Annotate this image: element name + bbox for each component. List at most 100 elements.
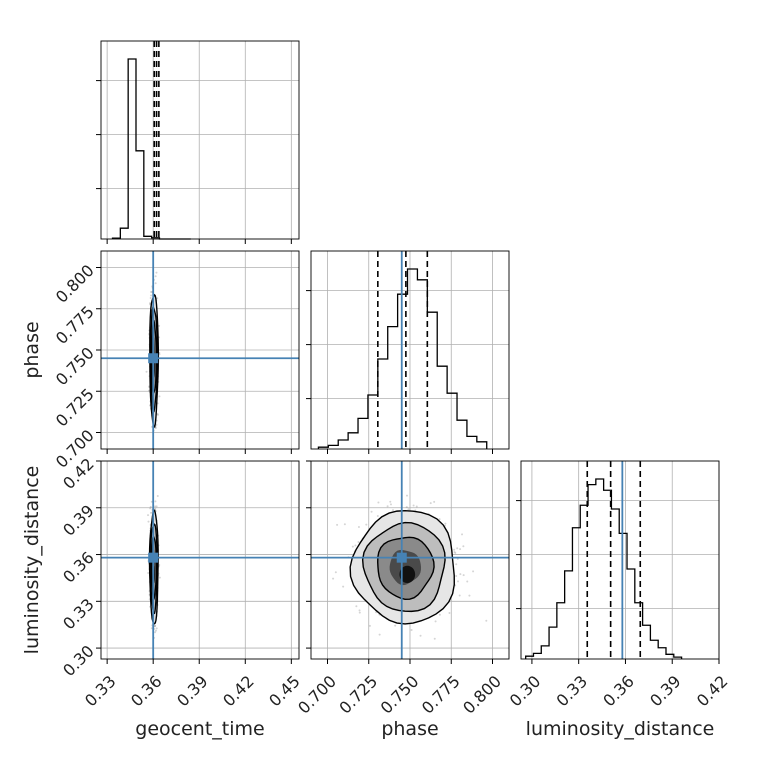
scatter-point — [155, 505, 158, 508]
scatter-point — [389, 500, 392, 503]
scatter-point — [462, 545, 465, 548]
scatter-point — [358, 611, 361, 614]
scatter-point — [156, 495, 159, 498]
scatter-point — [334, 571, 337, 574]
scatter-point — [394, 624, 397, 627]
scatter-point — [147, 514, 150, 517]
panel-frame — [100, 460, 300, 660]
y-tick-label-phase: 0.800 — [52, 261, 98, 307]
y-tick-label-luminosity_distance: 0.39 — [59, 501, 98, 540]
scatter-point — [154, 624, 157, 627]
scatter-point — [147, 520, 150, 523]
x-tick-label-luminosity_distance: 0.39 — [646, 672, 685, 711]
x-axis-label-phase: phase — [381, 718, 438, 740]
scatter-point — [415, 505, 418, 508]
scatter-point — [386, 505, 389, 508]
marginal-panel-phase — [306, 250, 510, 454]
joint-panel-phase-luminosity_distance — [306, 460, 510, 664]
scatter-point — [377, 501, 380, 504]
panel-frame — [310, 250, 510, 450]
contour-line — [150, 535, 157, 601]
y-tick-label-luminosity_distance: 0.33 — [59, 595, 98, 634]
scatter-point — [152, 247, 154, 249]
scatter-point — [448, 612, 451, 615]
scatter-point — [368, 624, 371, 627]
scatter-point — [458, 594, 461, 597]
scatter-point — [156, 455, 158, 457]
truth-marker — [148, 353, 159, 364]
y-tick-label-phase: 0.725 — [52, 385, 98, 431]
contour-line — [148, 509, 159, 625]
x-tick-label-luminosity_distance: 0.42 — [693, 672, 732, 711]
scatter-point — [332, 577, 335, 580]
scatter-point — [407, 508, 410, 511]
x-tick-label-phase: 0.775 — [418, 672, 464, 718]
scatter-point — [154, 427, 157, 430]
scatter-point — [357, 525, 360, 528]
x-tick-label-luminosity_distance: 0.30 — [506, 672, 545, 711]
x-tick-label-luminosity_distance: 0.36 — [599, 672, 638, 711]
scatter-point — [354, 544, 357, 547]
panel-frame — [310, 460, 510, 660]
scatter-point — [455, 563, 458, 566]
scatter-point — [429, 502, 432, 505]
scatter-point — [434, 620, 437, 623]
scatter-point — [438, 518, 441, 521]
panel-content — [311, 461, 509, 659]
scatter-point — [336, 523, 339, 526]
scatter-point — [154, 507, 157, 510]
x-tick-label-geocent_time: 0.42 — [219, 672, 258, 711]
x-axis-label-geocent_time: geocent_time — [135, 718, 264, 740]
scatter-point — [155, 627, 158, 630]
scatter-point — [419, 634, 422, 637]
x-tick-label-geocent_time: 0.36 — [127, 672, 166, 711]
scatter-point — [150, 291, 153, 294]
density-peak — [399, 565, 416, 584]
scatter-point — [154, 631, 157, 634]
panel-content — [101, 247, 299, 457]
scatter-point — [365, 523, 368, 526]
scatter-point — [156, 413, 159, 416]
joint-panel-geocent_time-luminosity_distance — [96, 460, 300, 664]
scatter-point — [392, 509, 395, 512]
contour-line — [361, 521, 446, 613]
histogram-luminosity_distance — [525, 478, 683, 659]
scatter-point — [156, 297, 159, 300]
scatter-point — [438, 613, 441, 616]
scatter-point — [357, 541, 360, 544]
scatter-point — [158, 395, 161, 398]
joint-panel-geocent_time-phase — [96, 247, 300, 457]
scatter-point — [406, 494, 409, 497]
scatter-point — [472, 570, 475, 573]
scatter-point — [459, 573, 462, 576]
x-axis-label-luminosity_distance: luminosity_distance — [526, 718, 715, 740]
scatter-point — [462, 574, 465, 577]
scatter-point — [412, 504, 415, 507]
x-tick-label-phase: 0.800 — [459, 672, 505, 718]
scatter-point — [454, 551, 457, 554]
panel-content — [101, 461, 299, 659]
x-tick-label-geocent_time: 0.39 — [173, 672, 212, 711]
y-axis-label-luminosity_distance: luminosity_distance — [21, 466, 43, 655]
scatter-point — [149, 505, 152, 508]
scatter-point — [370, 510, 373, 513]
scatter-point — [154, 629, 157, 632]
scatter-point — [457, 580, 460, 583]
panel-frame — [100, 40, 300, 240]
scatter-point — [355, 605, 358, 608]
x-tick-label-luminosity_distance: 0.33 — [553, 672, 592, 711]
panel-frame — [520, 460, 720, 660]
scatter-point — [342, 585, 345, 588]
scatter-point — [389, 503, 392, 506]
scatter-point — [149, 297, 152, 300]
y-tick-label-luminosity_distance: 0.36 — [59, 548, 98, 587]
x-tick-label-phase: 0.700 — [294, 672, 340, 718]
scatter-point — [485, 619, 488, 622]
truth-marker — [148, 552, 159, 563]
scatter-point — [444, 522, 447, 525]
scatter-point — [433, 637, 436, 640]
scatter-point — [378, 633, 381, 636]
scatter-point — [456, 547, 459, 550]
x-tick-label-phase: 0.725 — [335, 672, 381, 718]
